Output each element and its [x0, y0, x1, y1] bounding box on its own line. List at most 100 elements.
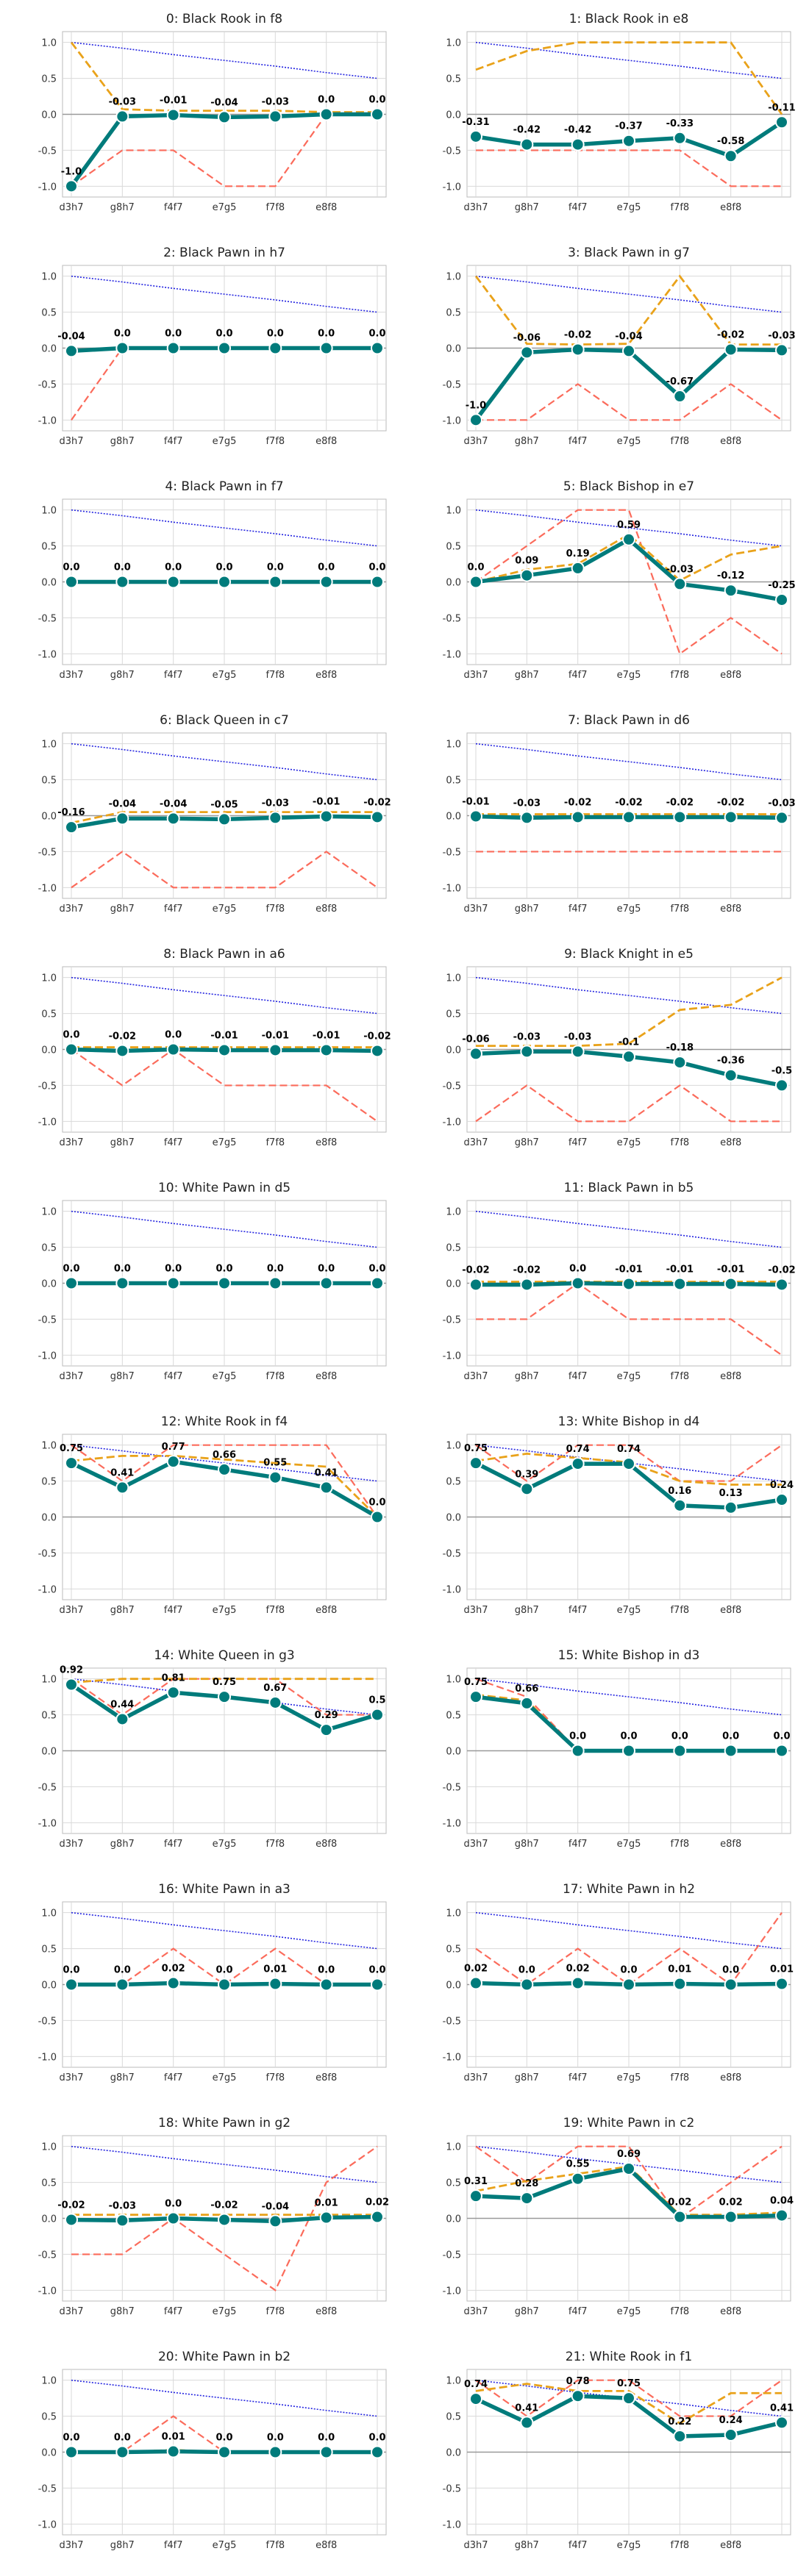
data-label: -0.25: [768, 580, 795, 591]
series-point-main: [622, 1978, 635, 1992]
x-tick-label: g8h7: [515, 436, 539, 447]
series-point-main: [218, 1043, 231, 1057]
series-point-main: [775, 593, 788, 607]
data-label: 0.29: [315, 1710, 338, 1721]
x-tick-label: e8f8: [316, 1137, 337, 1148]
data-label: 0.81: [162, 1672, 185, 1684]
y-tick-label: -0.5: [443, 2483, 461, 2494]
x-tick-label: f7f8: [670, 904, 689, 915]
data-label: 0.78: [566, 2376, 590, 2387]
x-tick-label: e8f8: [720, 2072, 741, 2083]
data-label: 0.67: [263, 1683, 287, 1694]
data-label: 0.0: [318, 1965, 335, 1976]
chart-panel-9: -1.0 -0.5 0.0 0.5 1.0 d3h7 g8h7 f4f7 e7g5 f7f8 e8f…: [443, 947, 793, 1148]
series-point-main: [115, 1276, 129, 1290]
data-label: 0.0: [63, 1030, 79, 1041]
series-point-main: [268, 2445, 282, 2459]
y-tick-label: -1.0: [38, 415, 57, 426]
chart-panel-18: -1.0 -0.5 0.0 0.5 1.0 d3h7 g8h7 f4f7 e7g5 f7f8 e8f…: [38, 2116, 389, 2317]
data-label: -0.02: [513, 1264, 541, 1276]
data-label: 0.0: [620, 1965, 637, 1976]
series-point-main: [371, 2210, 384, 2224]
series-point-main: [673, 390, 687, 404]
y-tick-label: 0.5: [41, 1711, 57, 1722]
x-tick-label: f4f7: [569, 1137, 588, 1148]
y-tick-label: 0.0: [446, 110, 461, 121]
y-tick-label: 1.0: [446, 1441, 461, 1452]
series-point-main: [218, 812, 231, 826]
y-tick-label: 1.0: [41, 1908, 57, 1920]
data-label: -0.03: [564, 1031, 591, 1042]
x-tick-label: f7f8: [265, 1371, 285, 1382]
data-label: -0.31: [462, 117, 489, 128]
series-point-main: [319, 2211, 333, 2225]
series-point-main: [115, 2445, 129, 2459]
data-label: -0.04: [57, 331, 85, 342]
series-point-main: [268, 1043, 282, 1057]
x-tick-label: e8f8: [720, 1839, 741, 1850]
series-point-main: [775, 1078, 788, 1092]
series-point-main: [65, 1456, 78, 1470]
y-tick-label: -0.5: [443, 1081, 461, 1092]
data-label: 0.66: [213, 1450, 236, 1461]
data-label: -0.01: [313, 1030, 340, 1041]
data-label: -0.02: [615, 797, 642, 808]
y-tick-label: 0.5: [41, 1243, 57, 1254]
series-point-main: [166, 1042, 180, 1056]
data-label: 0.31: [464, 2176, 488, 2187]
data-label: 0.0: [114, 1965, 131, 1976]
x-tick-label: g8h7: [110, 1605, 135, 1616]
x-tick-label: e7g5: [617, 1605, 641, 1616]
data-label: 0.0: [165, 2199, 182, 2210]
y-tick-label: 1.0: [41, 740, 57, 751]
series-point-main: [571, 1045, 585, 1059]
x-tick-label: e7g5: [213, 2306, 237, 2317]
series-line-red: [476, 1282, 783, 1356]
series-line-blue: [71, 976, 378, 1015]
x-tick-label: f4f7: [569, 1605, 588, 1616]
x-tick-label: g8h7: [110, 2306, 135, 2317]
x-tick-label: d3h7: [463, 2306, 488, 2317]
x-tick-label: e8f8: [720, 2540, 741, 2551]
series-point-main: [115, 1481, 129, 1495]
data-label: 0.92: [60, 1665, 83, 1676]
y-tick-label: -0.5: [443, 1548, 461, 1559]
series-point-main: [469, 809, 482, 823]
chart-title: 19: White Pawn in c2: [563, 2116, 695, 2130]
y-tick-label: 0.5: [446, 1711, 461, 1722]
data-label: 0.69: [617, 2149, 641, 2160]
y-tick-label: 1.0: [41, 973, 57, 984]
data-label: -0.02: [109, 1031, 136, 1042]
x-tick-label: g8h7: [515, 2306, 539, 2317]
data-label: 0.44: [110, 1699, 134, 1710]
series-point-main: [673, 131, 687, 145]
chart-panel-2: -1.0 -0.5 0.0 0.5 1.0 d3h7 g8h7 f4f7 e7g5 f7f8 e8f…: [38, 246, 387, 447]
series-point-main: [115, 2214, 129, 2228]
y-tick-label: -0.5: [38, 613, 57, 624]
y-tick-label: -1.0: [38, 883, 57, 894]
x-tick-label: f7f8: [670, 2072, 689, 2083]
series-point-main: [775, 2208, 788, 2222]
data-label: 0.13: [719, 1488, 743, 1499]
data-label: -0.02: [57, 2200, 85, 2211]
series-point-main: [268, 811, 282, 825]
data-label: -0.03: [109, 2200, 136, 2211]
data-label: 0.0: [215, 329, 232, 340]
data-label: 0.0: [368, 1965, 385, 1976]
x-tick-label: f4f7: [569, 202, 588, 213]
series-point-main: [469, 1278, 482, 1292]
series-line-blue: [475, 743, 783, 781]
data-label: 0.41: [315, 1467, 338, 1478]
series-line-blue: [475, 275, 783, 313]
chart-title: 20: White Pawn in b2: [158, 2350, 291, 2364]
data-label: 0.59: [617, 520, 641, 531]
x-tick-label: g8h7: [515, 2072, 539, 2083]
series-line-blue: [475, 41, 783, 79]
x-tick-label: e8f8: [316, 436, 337, 447]
y-tick-label: -1.0: [38, 182, 57, 193]
data-label: 0.39: [515, 1469, 538, 1480]
y-tick-label: -1.0: [443, 1117, 461, 1128]
x-tick-label: e7g5: [213, 1371, 237, 1382]
chart-title: 7: Black Pawn in d6: [568, 713, 690, 728]
series-point-main: [469, 2392, 482, 2406]
